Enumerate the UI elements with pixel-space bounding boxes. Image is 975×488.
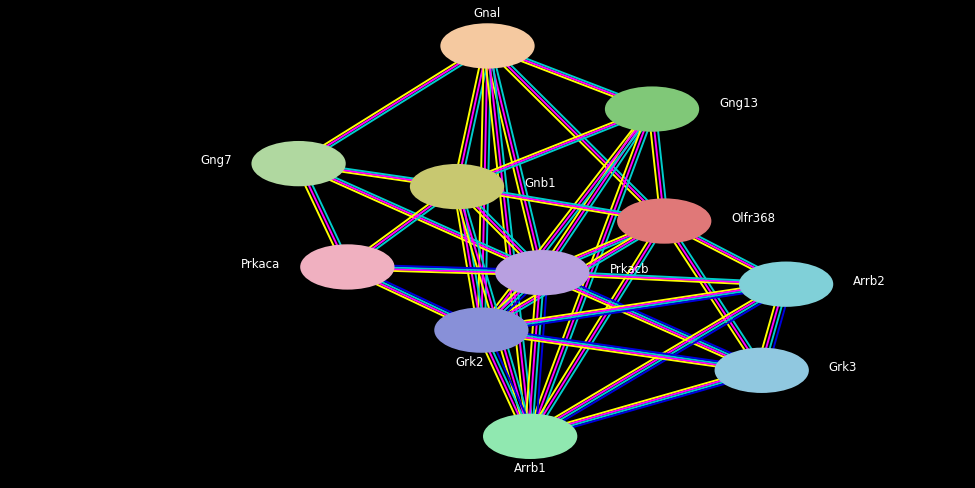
Text: Prkaca: Prkaca <box>241 258 281 270</box>
Text: Gng13: Gng13 <box>720 97 759 110</box>
Circle shape <box>441 24 534 68</box>
Circle shape <box>484 414 576 458</box>
Text: Prkacb: Prkacb <box>609 264 649 276</box>
Circle shape <box>496 251 589 295</box>
Text: Arrb1: Arrb1 <box>514 462 547 475</box>
Circle shape <box>716 348 808 392</box>
Text: Gnb1: Gnb1 <box>525 177 556 190</box>
Text: Grk3: Grk3 <box>829 361 857 374</box>
Circle shape <box>435 308 527 352</box>
Circle shape <box>740 263 833 306</box>
Circle shape <box>605 87 698 131</box>
Text: Arrb2: Arrb2 <box>853 275 886 288</box>
Text: Gnal: Gnal <box>474 7 501 20</box>
Text: Gng7: Gng7 <box>200 154 232 167</box>
Circle shape <box>618 199 711 243</box>
Circle shape <box>301 245 394 289</box>
Circle shape <box>410 165 503 208</box>
Circle shape <box>253 142 345 185</box>
Text: Olfr368: Olfr368 <box>731 212 775 224</box>
Text: Grk2: Grk2 <box>455 356 484 369</box>
